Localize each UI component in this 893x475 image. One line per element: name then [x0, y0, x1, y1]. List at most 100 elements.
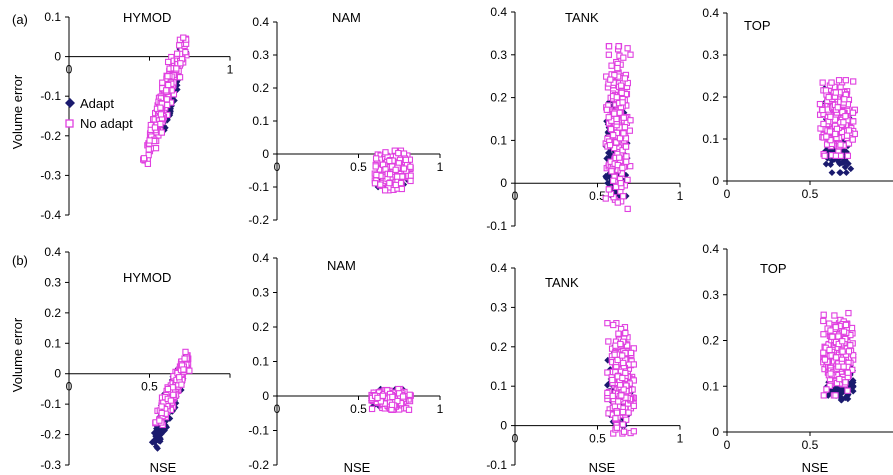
point-no-adapt [157, 111, 165, 118]
point-no-adapt [627, 349, 635, 357]
y-tick-label: 0.1 [702, 379, 719, 393]
point-no-adapt [850, 78, 857, 85]
point-no-adapt [836, 375, 843, 383]
point-no-adapt [176, 374, 183, 381]
point-no-adapt [624, 45, 631, 52]
point-no-adapt [372, 155, 380, 162]
point-no-adapt [825, 93, 832, 101]
point-no-adapt [820, 392, 827, 399]
x-tick-label: 1 [437, 402, 444, 416]
point-no-adapt [847, 342, 854, 349]
point-no-adapt [835, 77, 843, 84]
point-no-adapt [832, 324, 839, 331]
point-no-adapt [619, 374, 626, 382]
point-no-adapt [842, 113, 849, 120]
y-tick-label: 0.4 [702, 242, 719, 256]
panel-title: TOP [760, 261, 787, 276]
x-tick-label: 0 [274, 160, 281, 174]
point-no-adapt [617, 179, 624, 187]
point-no-adapt [146, 137, 153, 144]
point-no-adapt [615, 398, 622, 405]
point-no-adapt [618, 392, 625, 399]
point-adapt [822, 160, 830, 168]
legend-no-adapt-label: No adapt [80, 116, 133, 131]
point-no-adapt [624, 176, 631, 184]
y-tick-label: 0.3 [490, 300, 507, 314]
panel-title: TANK [565, 10, 599, 25]
point-no-adapt [617, 340, 624, 348]
y-tick-label: 0.4 [44, 245, 61, 259]
point-no-adapt [622, 143, 630, 150]
point-no-adapt [144, 160, 152, 168]
point-no-adapt [831, 312, 838, 319]
point-no-adapt [177, 60, 184, 67]
x-tick-label: 0 [724, 187, 731, 201]
x-tick-label: 0 [512, 189, 519, 203]
panel-a-NAM: 0.4 0.3 0.2 0.1 0 -0.1 -0.2 0 0.5 1 NAM [248, 10, 443, 227]
point-no-adapt [842, 77, 850, 84]
point-no-adapt [605, 51, 613, 58]
point-no-adapt [615, 330, 622, 337]
point-no-adapt [145, 146, 152, 153]
y-tick-label: -0.3 [40, 168, 61, 182]
point-no-adapt [845, 127, 853, 134]
point-no-adapt [823, 133, 830, 140]
point-no-adapt [627, 51, 634, 58]
row-label-a: (a) [12, 12, 28, 27]
point-no-adapt [826, 128, 834, 135]
point-no-adapt [839, 338, 846, 345]
y-axis-label-row-a: Volume error [10, 74, 25, 149]
panel-a-HYMOD: 0.1 0 -0.1 -0.2 -0.3 -0.4 0 1 HYMOD [40, 10, 233, 222]
point-no-adapt [623, 158, 630, 165]
y-tick-label: 0 [54, 367, 61, 381]
point-no-adapt [827, 370, 834, 377]
point-no-adapt [820, 311, 827, 318]
point-no-adapt [840, 119, 847, 126]
point-no-adapt [835, 363, 842, 370]
y-tick-label: 0.1 [702, 132, 719, 146]
point-no-adapt [620, 114, 627, 121]
point-no-adapt [839, 348, 846, 355]
panel-title: HYMOD [123, 270, 171, 285]
point-no-adapt [373, 171, 380, 179]
point-no-adapt [820, 331, 827, 338]
point-no-adapt [627, 163, 634, 170]
point-no-adapt [820, 317, 827, 325]
y-tick-label: -0.1 [40, 89, 61, 103]
point-no-adapt [840, 328, 848, 335]
point-adapt [842, 169, 850, 176]
point-no-adapt [178, 381, 185, 388]
point-no-adapt [610, 131, 617, 139]
x-tick-label: 0.5 [350, 402, 367, 416]
point-no-adapt [832, 392, 839, 399]
point-no-adapt [822, 87, 830, 94]
point-adapt [602, 174, 610, 182]
x-tick-label: 1 [677, 432, 684, 446]
point-no-adapt [611, 72, 618, 79]
point-no-adapt [620, 193, 627, 200]
x-tick-label: 0 [724, 438, 731, 452]
y-tick-label: 0 [262, 389, 269, 403]
point-no-adapt [613, 139, 620, 146]
point-no-adapt [832, 152, 840, 159]
panel-title: NAM [327, 258, 356, 273]
y-tick-label: 0 [712, 425, 719, 439]
point-no-adapt [164, 385, 172, 393]
point-no-adapt [604, 320, 611, 327]
point-adapt [825, 147, 833, 155]
point-no-adapt [621, 75, 629, 82]
y-tick-label: -0.2 [248, 213, 269, 227]
point-no-adapt [843, 132, 851, 139]
point-no-adapt [386, 179, 393, 187]
x-tick-label: 0.5 [141, 380, 158, 394]
point-adapt [605, 180, 613, 188]
row-label-b: (b) [12, 253, 28, 268]
point-no-adapt [625, 409, 632, 416]
point-adapt [173, 81, 181, 89]
y-tick-label: 0.2 [252, 81, 269, 95]
point-no-adapt [605, 338, 612, 345]
x-tick-label: 0 [274, 402, 281, 416]
y-tick-label: -0.3 [40, 458, 61, 472]
point-no-adapt [156, 417, 163, 424]
